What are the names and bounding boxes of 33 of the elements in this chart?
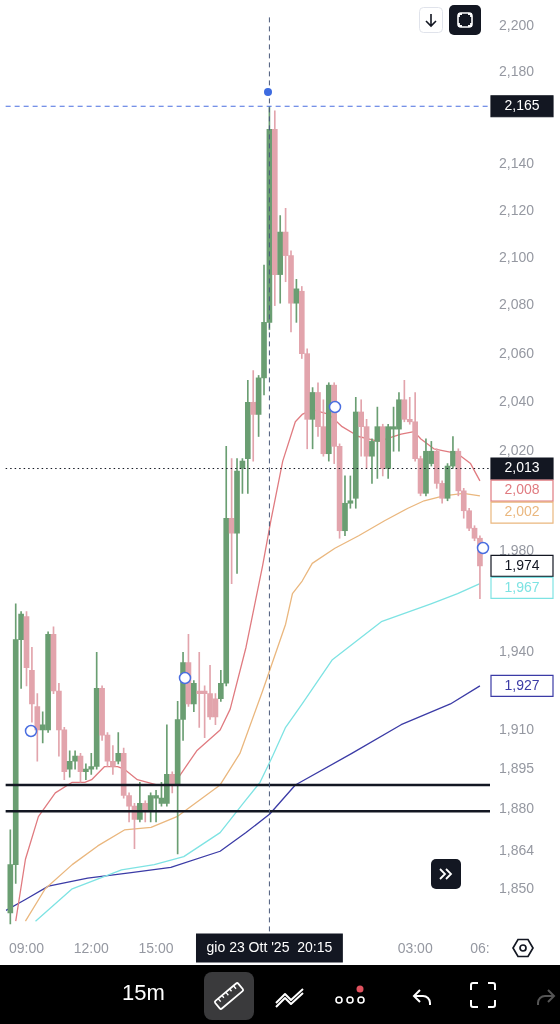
x-tick-label: 12:00 <box>73 940 110 957</box>
data-label: 1,967 <box>504 578 540 595</box>
data-label: 2,002 <box>504 503 540 520</box>
annotation: 1,974 <box>504 556 540 573</box>
y-tick-label: 2,200 <box>499 17 535 34</box>
x-tick-label: 03:00 <box>397 940 433 957</box>
ref-line-label: gio 23 Ott '25 20:15 <box>206 938 333 955</box>
y-tick-label: 2,140 <box>499 154 535 171</box>
text: 15m <box>122 980 165 1006</box>
data-label: 1,927 <box>504 676 540 693</box>
y-tick-label: 2,020 <box>499 442 535 459</box>
data-label: 2,008 <box>504 481 540 498</box>
candlestick <box>196 652 203 728</box>
y-tick-label: 1,895 <box>499 760 535 777</box>
y-tick-label: 2,060 <box>499 344 535 361</box>
y-tick-label: 2,180 <box>499 62 535 79</box>
y-tick-label: 1,910 <box>499 720 535 737</box>
y-tick-label: 1,980 <box>499 541 535 558</box>
ref-line-label: 2,013 <box>504 459 540 476</box>
y-tick-label: 1,864 <box>499 842 535 859</box>
y-tick-label: 1,940 <box>499 643 535 660</box>
y-tick-label: 1,880 <box>499 799 535 816</box>
y-tick-label: 1,850 <box>499 879 535 896</box>
candlestick <box>250 370 257 462</box>
y-tick-label: 2,040 <box>499 393 535 410</box>
y-tick-label: 2,100 <box>499 248 535 265</box>
y-tick-label: 2,120 <box>499 201 535 218</box>
x-tick-label: 06: <box>470 940 490 957</box>
y-tick-label: 2,080 <box>499 296 535 313</box>
x-tick-label: 09:00 <box>8 940 45 957</box>
ref-line-label: 2,165 <box>504 97 540 114</box>
x-tick-label: 15:00 <box>138 940 174 957</box>
candlestick <box>358 399 365 457</box>
